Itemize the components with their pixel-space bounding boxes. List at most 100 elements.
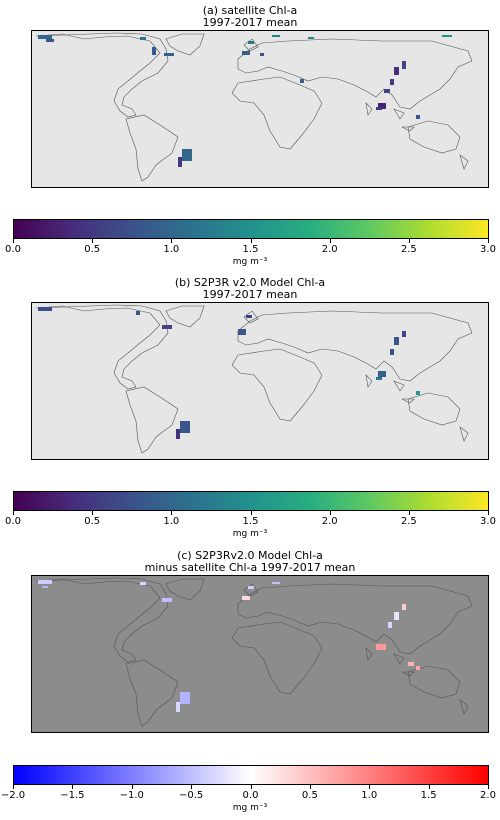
panel-a-colorbar-label: mg m⁻³ bbox=[232, 257, 268, 267]
panel-b-map-svg bbox=[32, 303, 488, 459]
colorbar-tick-label: 0.0 bbox=[5, 516, 21, 527]
coastline-10 bbox=[401, 398, 415, 404]
coastline-9 bbox=[393, 108, 405, 120]
panel-c-title-line2: minus satellite Chl-a 1997-2017 mean bbox=[144, 561, 356, 574]
colorbar-tick-label: 0.5 bbox=[301, 790, 318, 801]
coastline-9 bbox=[393, 653, 405, 665]
colorbar-tick-label: 2.0 bbox=[480, 790, 496, 801]
chl-patch-18 bbox=[272, 35, 280, 37]
chl-patch-9 bbox=[384, 89, 390, 93]
chl-patch-11 bbox=[180, 421, 190, 433]
chl-patch-10 bbox=[416, 391, 420, 395]
chl-patch-8 bbox=[300, 79, 304, 83]
chl-patch-12 bbox=[176, 429, 180, 439]
colorbar-tick-label: 2.5 bbox=[400, 516, 417, 527]
chl-patch-11 bbox=[394, 67, 399, 75]
chl-patch-14 bbox=[376, 107, 382, 110]
colorbar-tick bbox=[13, 239, 14, 243]
chl-patch-6 bbox=[248, 41, 254, 44]
panel-c-colorbar-label: mg m⁻³ bbox=[232, 803, 268, 813]
chl-patch-12 bbox=[402, 61, 406, 69]
chl-patch-1 bbox=[46, 39, 54, 42]
colorbar-tick-label: 1.5 bbox=[420, 790, 437, 801]
colorbar-tick-label: 0.0 bbox=[5, 244, 21, 255]
map-background bbox=[32, 31, 488, 187]
panel-c-title-line1: (c) S2P3Rv2.0 Model Chl-a bbox=[177, 549, 323, 562]
chl-patch-2 bbox=[162, 325, 172, 329]
colorbar-tick bbox=[250, 511, 252, 515]
chl-patch-7 bbox=[260, 53, 264, 56]
chl-patch-2 bbox=[140, 37, 146, 40]
colorbar-tick-label: −1.5 bbox=[60, 790, 85, 801]
panel-a-map-svg bbox=[32, 31, 488, 187]
chl-patch-20 bbox=[442, 35, 452, 37]
coastline-6 bbox=[459, 154, 469, 170]
chl-patch-3 bbox=[162, 598, 172, 602]
coastline-6 bbox=[459, 699, 469, 715]
colorbar-tick-label: 2.0 bbox=[321, 244, 338, 255]
colorbar-tick bbox=[488, 785, 489, 789]
colorbar-tick-label: 1.0 bbox=[163, 516, 180, 527]
chl-patch-1 bbox=[136, 311, 140, 315]
panel-c-colorbar bbox=[13, 765, 489, 785]
chl-patch-0 bbox=[38, 35, 52, 39]
coastline-6 bbox=[459, 426, 469, 442]
coastline-4 bbox=[231, 621, 323, 695]
colorbar-tick bbox=[191, 785, 193, 789]
colorbar-tick bbox=[408, 239, 410, 243]
chl-patch-4 bbox=[152, 47, 156, 55]
coastline-5 bbox=[407, 665, 461, 699]
chl-patch-4 bbox=[246, 315, 252, 318]
colorbar-tick-label: −0.5 bbox=[178, 790, 204, 801]
colorbar-tick bbox=[13, 511, 14, 515]
colorbar-tick bbox=[131, 785, 133, 789]
chl-patch-17 bbox=[178, 157, 182, 167]
colorbar-tick bbox=[13, 785, 14, 789]
coastline-3 bbox=[237, 38, 473, 110]
colorbar-tick-label: 1.5 bbox=[242, 244, 259, 255]
colorbar-tick bbox=[171, 511, 173, 515]
chl-patch-0 bbox=[38, 307, 52, 311]
colorbar-tick bbox=[329, 239, 331, 243]
colorbar-tick-label: 3.0 bbox=[480, 244, 496, 255]
coastline-8 bbox=[365, 647, 373, 661]
chl-patch-19 bbox=[308, 37, 314, 39]
colorbar-tick-label: 1.0 bbox=[361, 790, 378, 801]
chl-patch-10 bbox=[408, 662, 414, 666]
coastline-9 bbox=[393, 380, 405, 392]
coastline-4 bbox=[231, 348, 323, 422]
chl-patch-2 bbox=[140, 582, 146, 585]
colorbar-tick bbox=[428, 785, 430, 789]
chl-patch-14 bbox=[272, 582, 280, 584]
coastline-10 bbox=[401, 126, 415, 132]
coastline-1 bbox=[165, 578, 205, 601]
chl-patch-5 bbox=[242, 51, 250, 55]
chl-patch-8 bbox=[378, 371, 386, 377]
panel-a-map bbox=[31, 30, 489, 188]
colorbar-tick-label: 2.5 bbox=[400, 244, 417, 255]
colorbar-tick-label: 0.0 bbox=[242, 790, 259, 801]
coastline-2 bbox=[125, 386, 179, 454]
coastline-5 bbox=[407, 120, 461, 154]
colorbar-tick bbox=[408, 511, 410, 515]
colorbar-tick-label: −1.0 bbox=[119, 790, 144, 801]
panel-c-colorbar-ticks: −2.0 −1.5 −1.0 −0.5 0.0 0.5 1.0 1.5 2.0 bbox=[1, 785, 496, 801]
chl-patch-6 bbox=[394, 337, 399, 345]
panel-c-map-svg bbox=[32, 576, 488, 732]
colorbar-tick bbox=[329, 511, 331, 515]
chl-patch-3 bbox=[164, 53, 174, 56]
colorbar-tick bbox=[92, 511, 94, 515]
panel-a-title-line1: (a) satellite Chl-a bbox=[202, 4, 298, 17]
panel-b-map bbox=[31, 302, 489, 460]
chl-patch-13 bbox=[176, 702, 180, 712]
coastline-10 bbox=[401, 671, 415, 677]
chl-patch-0 bbox=[38, 580, 52, 584]
chl-patch-5 bbox=[248, 586, 254, 589]
colorbar-tick bbox=[488, 239, 489, 243]
coastline-8 bbox=[365, 102, 373, 116]
colorbar-tick bbox=[488, 511, 489, 515]
chl-patch-3 bbox=[238, 329, 246, 335]
colorbar-tick-label: 3.0 bbox=[480, 516, 496, 527]
chl-patch-7 bbox=[394, 612, 399, 620]
panel-a-colorbar-ticks: 0.0 0.5 1.0 1.5 2.0 2.5 3.0 bbox=[5, 239, 496, 255]
